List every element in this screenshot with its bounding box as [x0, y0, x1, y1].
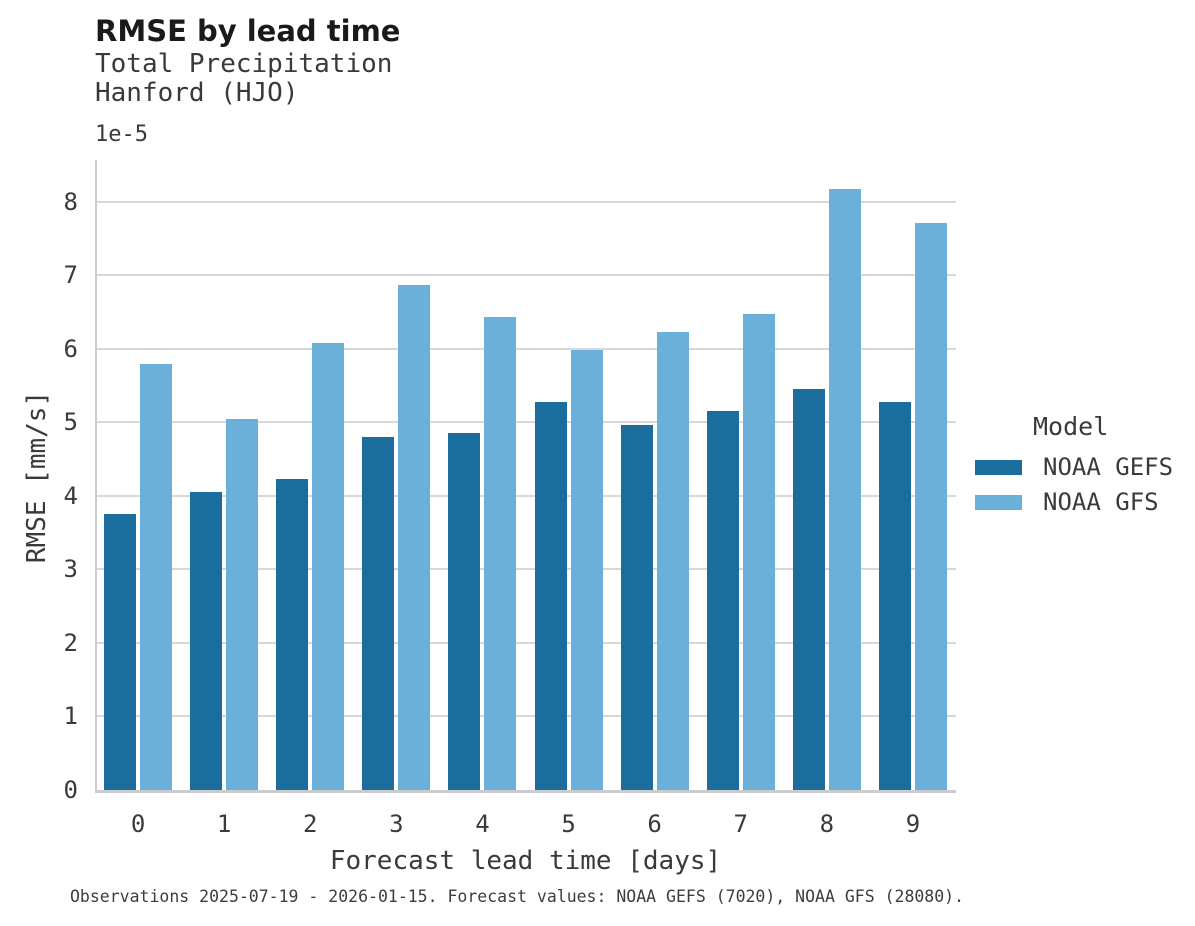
bar-noaa-gefs-lead-2 — [276, 479, 309, 790]
bar-noaa-gefs-lead-9 — [878, 401, 911, 790]
bar-noaa-gfs-lead-6 — [656, 332, 689, 790]
x-tick-labels: 0 1 2 3 4 5 6 7 8 9 — [95, 810, 956, 842]
y-tick-label-4: 4 — [63, 481, 78, 510]
chart-subtitle-line2: Hanford (HJO) — [95, 78, 299, 108]
bar-noaa-gfs-lead-2 — [312, 343, 345, 790]
bar-noaa-gefs-lead-6 — [620, 424, 653, 790]
y-tick-label-5: 5 — [63, 408, 78, 437]
x-tick-label-2: 2 — [303, 810, 318, 838]
x-tick-label-4: 4 — [475, 810, 490, 838]
bar-noaa-gfs-lead-4 — [484, 317, 517, 790]
y-tick-label-7: 7 — [63, 261, 78, 290]
gridline-5 — [95, 421, 956, 424]
x-tick-label-0: 0 — [130, 810, 146, 838]
x-tick-label-8: 8 — [819, 810, 835, 838]
legend-item-noaa-gfs: NOAA GFS — [975, 488, 1185, 516]
y-tick-label-3: 3 — [63, 555, 78, 584]
y-axis-offset-label: 1e-5 — [95, 122, 148, 147]
x-tick-label-6: 6 — [647, 810, 662, 838]
legend-swatch-noaa-gefs — [975, 459, 1022, 475]
y-tick-label-0: 0 — [63, 776, 78, 804]
gridline-3 — [95, 568, 956, 571]
x-tick-label-9: 9 — [905, 810, 921, 838]
bar-noaa-gfs-lead-3 — [398, 284, 431, 790]
x-tick-label-5: 5 — [561, 810, 576, 838]
legend-item-noaa-gefs: NOAA GEFS — [975, 453, 1185, 481]
y-tick-labels: 0 1 2 3 4 5 6 7 8 — [0, 160, 78, 804]
x-tick-label-3: 3 — [389, 810, 404, 838]
bar-noaa-gfs-lead-9 — [914, 223, 947, 790]
bar-noaa-gefs-lead-3 — [362, 437, 395, 790]
bar-noaa-gefs-lead-5 — [534, 401, 567, 790]
caption-note: Observations 2025-07-19 - 2026-01-15. Fo… — [70, 887, 965, 906]
chart-title: RMSE by lead time — [95, 14, 401, 48]
y-axis-spine — [95, 160, 97, 793]
x-tick-label-7: 7 — [733, 810, 748, 838]
bar-noaa-gefs-lead-8 — [792, 388, 825, 790]
bar-noaa-gfs-lead-0 — [140, 364, 173, 790]
gridline-2 — [95, 641, 956, 644]
y-tick-label-1: 1 — [63, 702, 78, 731]
gridline-4 — [95, 494, 956, 497]
legend-label-noaa-gfs: NOAA GFS — [1043, 488, 1159, 516]
legend-title: Model — [1033, 412, 1109, 441]
bar-noaa-gefs-lead-1 — [190, 492, 223, 790]
gridline-7 — [95, 274, 956, 277]
gridline-6 — [95, 347, 956, 350]
bar-noaa-gefs-lead-4 — [448, 433, 481, 790]
chart-subtitle-line1: Total Precipitation — [95, 49, 393, 79]
bar-noaa-gefs-lead-0 — [104, 514, 137, 790]
y-tick-label-8: 8 — [63, 187, 78, 216]
gridline-8 — [95, 200, 956, 203]
bar-noaa-gfs-lead-7 — [742, 314, 775, 790]
bar-noaa-gfs-lead-5 — [570, 350, 603, 790]
x-axis-title: Forecast lead time [days] — [329, 846, 722, 876]
legend-swatch-noaa-gfs — [975, 494, 1022, 510]
bar-noaa-gfs-lead-1 — [226, 418, 259, 790]
legend: Model NOAA GEFS NOAA GFS — [975, 412, 1185, 525]
bar-noaa-gfs-lead-8 — [828, 189, 861, 790]
x-tick-label-1: 1 — [216, 810, 232, 838]
gridline-1 — [95, 715, 956, 718]
legend-label-noaa-gefs: NOAA GEFS — [1043, 453, 1174, 481]
bars-layer — [95, 160, 956, 790]
y-tick-label-6: 6 — [63, 334, 78, 363]
y-tick-label-2: 2 — [63, 628, 78, 657]
bar-noaa-gefs-lead-7 — [706, 411, 739, 790]
plot-area — [95, 160, 956, 793]
chart-subtitle: Total Precipitation Hanford (HJO) — [95, 50, 392, 108]
gridlines — [95, 160, 956, 790]
